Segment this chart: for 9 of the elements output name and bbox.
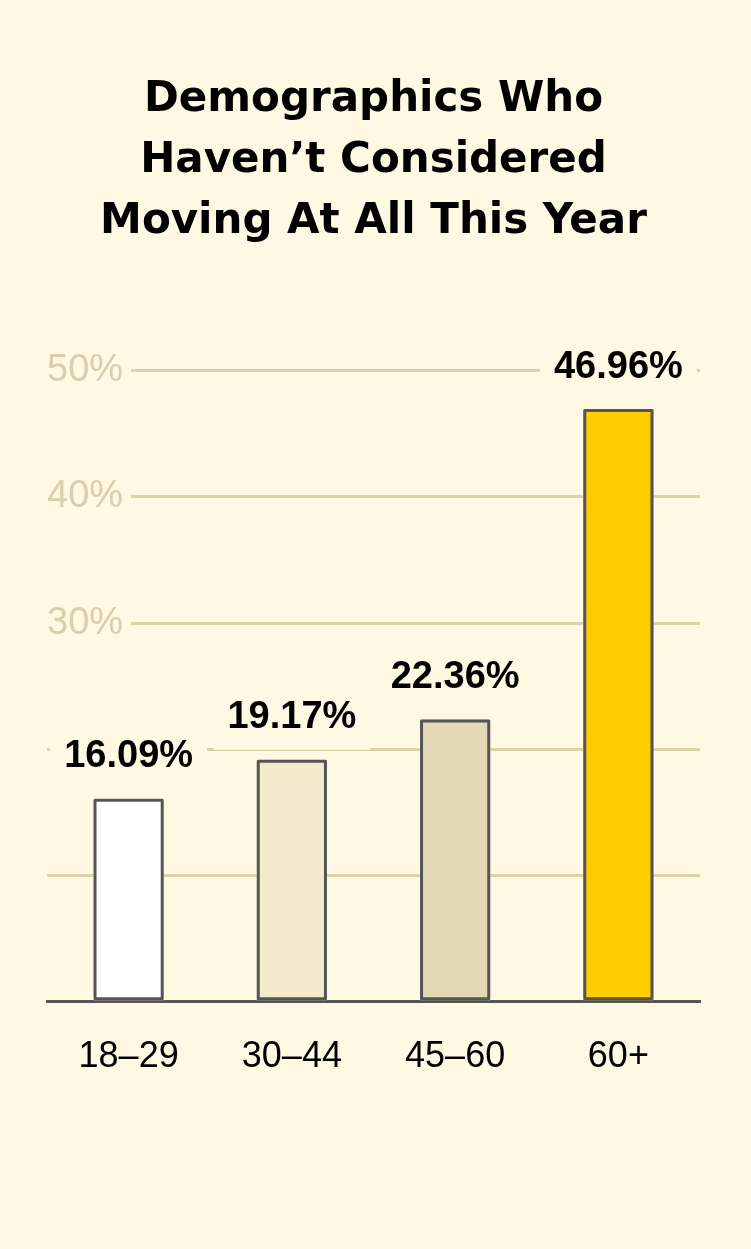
data-label: 22.36%: [390, 654, 520, 697]
x-tick-label: 30–44: [241, 1034, 342, 1076]
data-label: 19.17%: [227, 694, 357, 737]
x-tick-label: 18–29: [78, 1034, 179, 1076]
chart-title: Demographics Who Haven’t Considered Moving At All This Year: [100, 72, 648, 244]
data-label: 16.09%: [64, 733, 194, 776]
x-tick-label: 45–60: [405, 1034, 506, 1076]
x-tick-label: 60+: [587, 1034, 649, 1076]
data-label: 46.96%: [553, 343, 683, 386]
